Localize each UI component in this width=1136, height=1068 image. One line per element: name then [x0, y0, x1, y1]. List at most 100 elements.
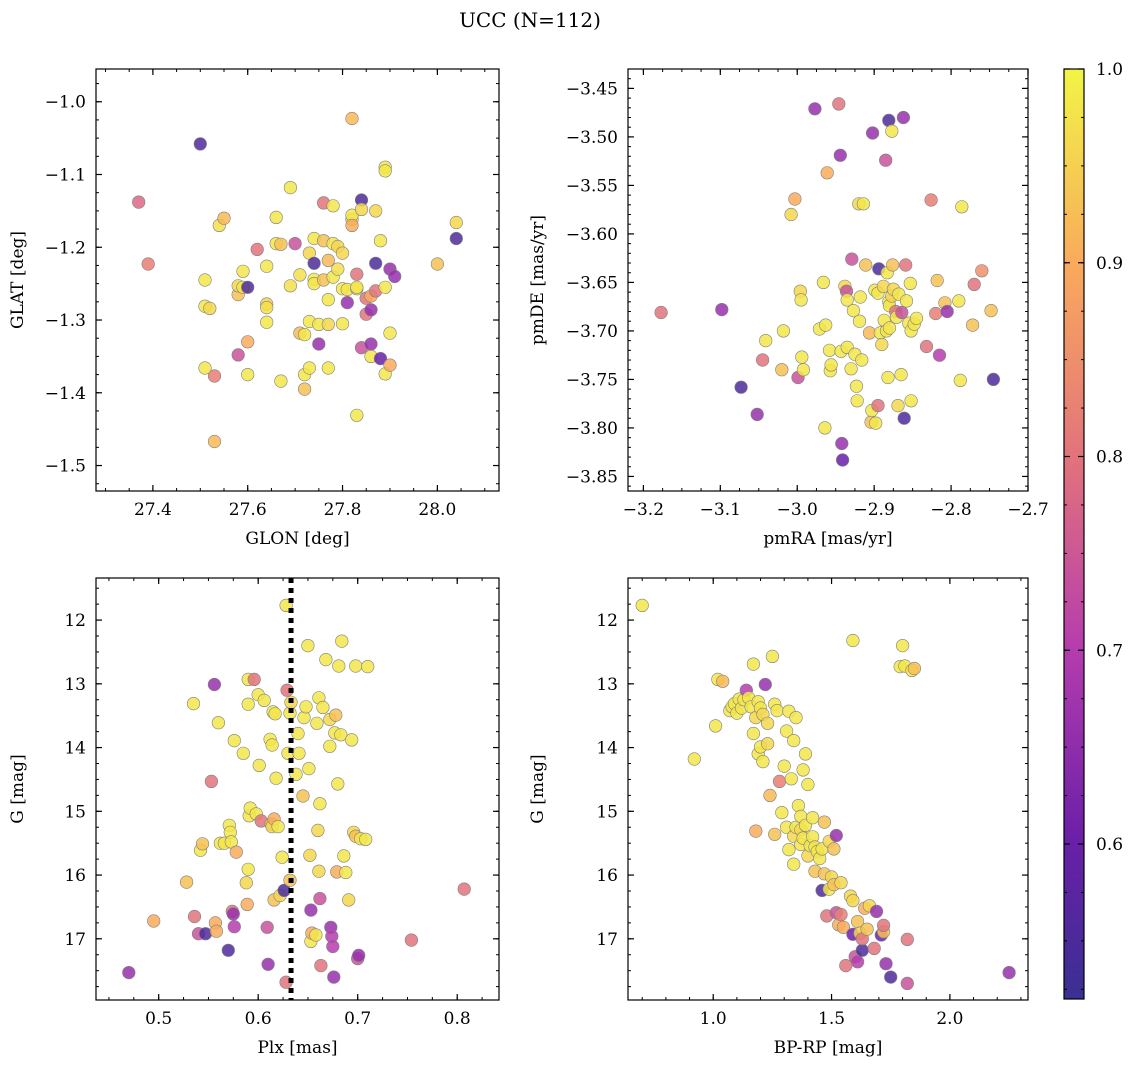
scatter-point — [708, 719, 723, 733]
x-tick-label: −3.0 — [777, 500, 818, 520]
x-tick-label: 28.0 — [418, 500, 456, 520]
scatter-point — [332, 659, 346, 673]
scatter-point — [241, 280, 255, 294]
x-tick-label: −3.1 — [700, 500, 741, 520]
scatter-point — [884, 970, 898, 984]
scatter-point — [187, 909, 202, 924]
scatter-point — [869, 416, 883, 430]
scatter-point — [352, 948, 366, 963]
scatter-point — [236, 264, 250, 278]
scatter-point — [236, 746, 250, 760]
scatter-point — [326, 939, 340, 954]
scatter-point — [298, 328, 312, 342]
scatter-point — [314, 958, 328, 973]
y-axis-label: pmDE [mas/yr] — [528, 215, 548, 345]
y-tick-label: −3.70 — [566, 322, 618, 342]
axes-frame — [627, 577, 1029, 1001]
scatter-point — [260, 315, 274, 329]
scatter-point — [260, 920, 274, 934]
scatter-point — [323, 739, 337, 753]
scatter-point — [801, 777, 815, 792]
scatter-point — [955, 200, 969, 214]
scatter-point — [147, 914, 161, 928]
scatter-point — [292, 746, 306, 760]
scatter-point — [904, 394, 918, 408]
x-axis-label: Plx [mas] — [257, 1038, 337, 1058]
x-axis-label: BP-RP [mag] — [774, 1038, 883, 1058]
colorbar-tick-label: 1.0 — [1096, 60, 1123, 80]
scatter-point — [849, 379, 864, 393]
panel-color-magnitude: 1.0 1.5 2.0 12 13 14 15 16 17 BP-RP [mag] G [mag] — [528, 577, 1029, 1058]
scatter-point — [383, 326, 397, 340]
scatter-point — [207, 434, 222, 449]
scatter-point — [313, 891, 327, 906]
scatter-point — [227, 920, 241, 934]
scatter-point — [335, 246, 350, 260]
scatter-point — [852, 314, 867, 328]
scatter-point — [345, 111, 359, 126]
scatter-points — [132, 111, 463, 449]
scatter-point — [229, 845, 243, 859]
scatter-point — [299, 700, 313, 714]
scatter-point — [779, 724, 794, 738]
scatter-point — [207, 677, 221, 692]
scatter-point — [755, 353, 770, 367]
scatter-point — [350, 408, 364, 422]
scatter-point — [835, 436, 849, 451]
y-tick-label: 17 — [64, 930, 86, 950]
y-tick-label: −3.80 — [566, 419, 618, 439]
scatter-point — [301, 638, 315, 653]
scatter-point — [457, 882, 471, 896]
scatter-point — [734, 380, 748, 394]
y-tick-label: −1.0 — [45, 93, 86, 113]
scatter-point — [313, 797, 327, 811]
scatter-point — [865, 126, 880, 140]
scatter-point — [404, 933, 419, 947]
scatter-point — [312, 864, 326, 878]
scatter-point — [335, 634, 349, 648]
scatter-point — [337, 849, 351, 863]
scatter-point — [765, 649, 780, 664]
scatter-point — [844, 362, 858, 376]
colorbar-tick-label: 0.8 — [1096, 448, 1123, 468]
scatter-point — [654, 305, 668, 320]
scatter-point — [193, 137, 207, 151]
scatter-point — [839, 958, 853, 973]
x-tick-label: 1.0 — [700, 1009, 727, 1029]
y-tick-label: −3.75 — [566, 370, 618, 390]
colorbar-tick-label: 0.6 — [1096, 835, 1123, 855]
scatter-point — [896, 110, 911, 125]
scatter-point — [329, 708, 343, 722]
scatter-point — [952, 294, 966, 308]
scatter-point — [879, 957, 893, 971]
colorbar: 0.6 0.7 0.8 0.9 1.0 — [1063, 60, 1123, 1000]
scatter-point — [269, 210, 283, 224]
scatter-point — [283, 279, 298, 293]
scatter-point — [449, 231, 463, 246]
scatter-point — [303, 848, 317, 862]
scatter-point — [787, 857, 801, 871]
scatter-point — [321, 253, 335, 267]
y-tick-label: 13 — [64, 675, 86, 695]
scatter-point — [307, 256, 321, 270]
scatter-points — [654, 97, 1001, 467]
y-tick-label: −3.55 — [566, 176, 618, 196]
scatter-point — [967, 277, 981, 292]
scatter-point — [784, 772, 798, 786]
x-tick-label: 27.4 — [134, 500, 172, 520]
scatter-point — [756, 754, 770, 769]
scatter-point — [984, 304, 998, 318]
x-tick-label: −3.2 — [623, 500, 664, 520]
scatter-point — [252, 758, 266, 773]
scatter-point — [885, 258, 900, 272]
scatter-point — [907, 661, 922, 676]
scatter-point — [269, 771, 283, 785]
scatter-point — [430, 257, 445, 271]
scatter-point — [288, 237, 302, 251]
scatter-point — [331, 777, 345, 791]
scatter-point — [350, 280, 364, 294]
scatter-point — [321, 361, 335, 375]
scatter-point — [293, 268, 307, 282]
scatter-point — [798, 747, 813, 761]
